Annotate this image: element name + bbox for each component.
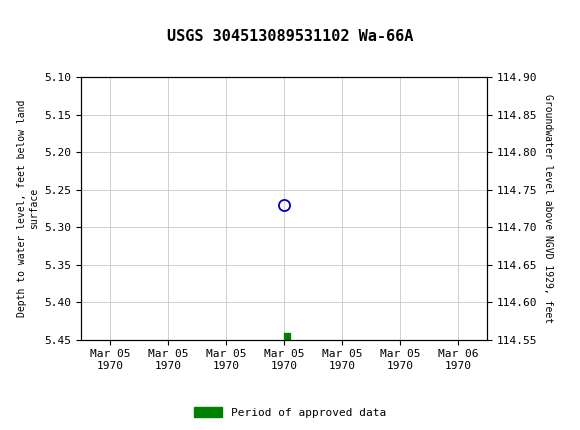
Y-axis label: Depth to water level, feet below land
surface: Depth to water level, feet below land su… bbox=[17, 100, 39, 317]
Y-axis label: Groundwater level above NGVD 1929, feet: Groundwater level above NGVD 1929, feet bbox=[543, 94, 553, 323]
Text: USGS 304513089531102 Wa-66A: USGS 304513089531102 Wa-66A bbox=[167, 29, 413, 44]
Bar bbox=[0, 0, 44, 39]
Text: ≋USGS: ≋USGS bbox=[3, 10, 74, 28]
Legend: Period of approved data: Period of approved data bbox=[190, 403, 390, 422]
